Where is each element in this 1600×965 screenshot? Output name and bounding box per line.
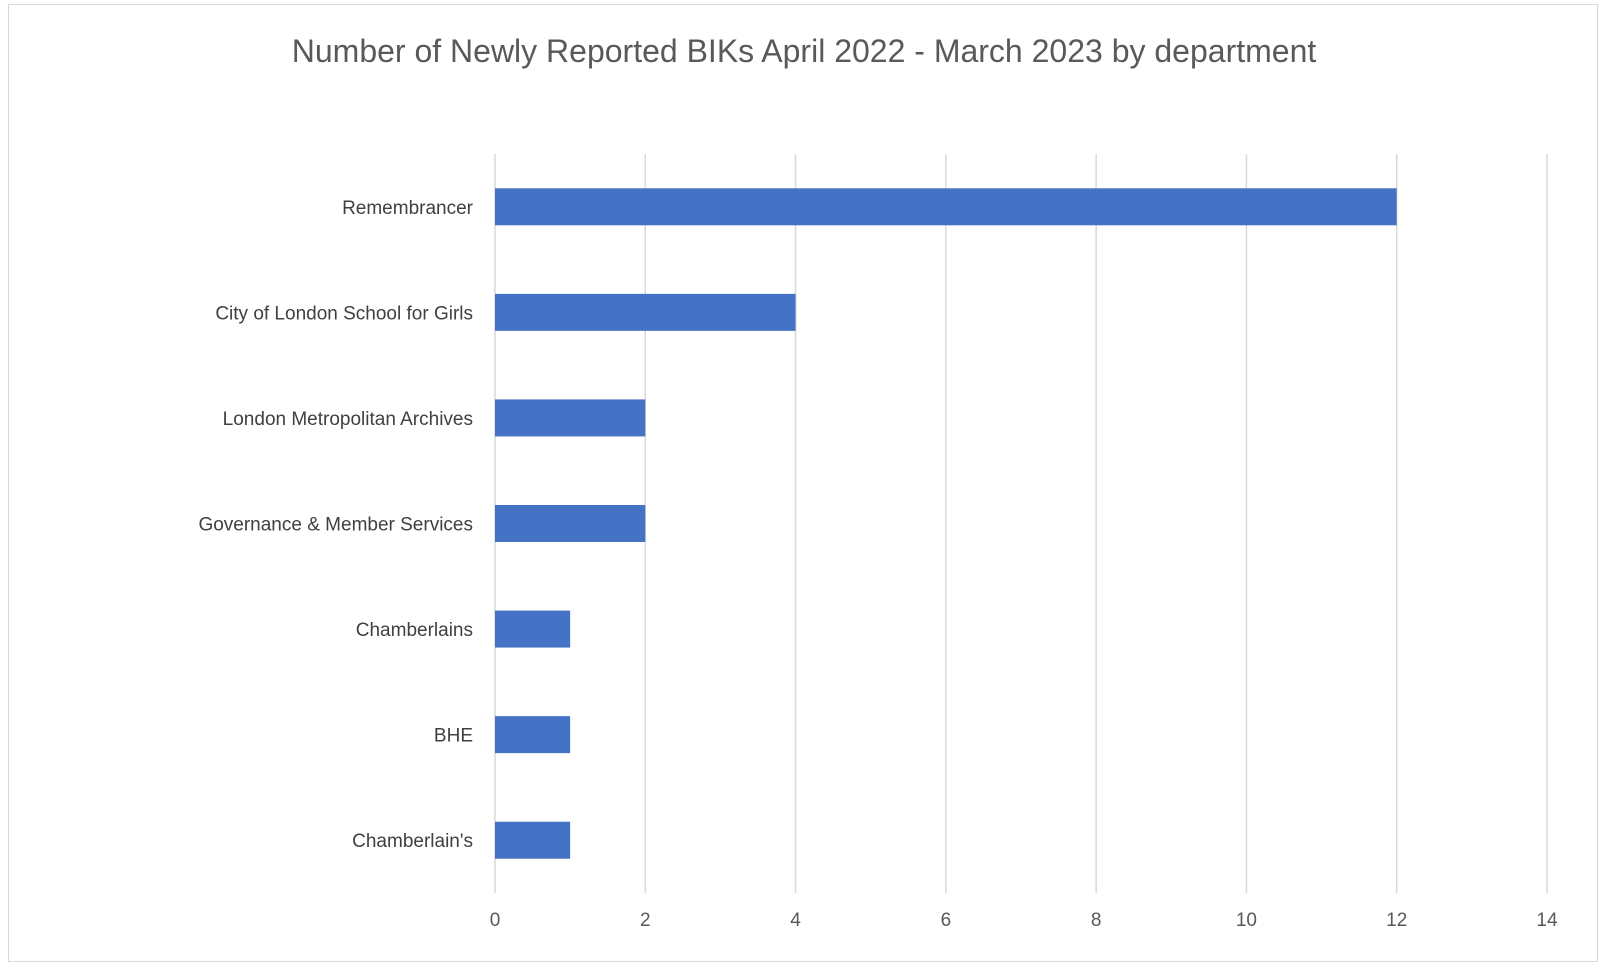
x-tick-label: 2	[640, 910, 651, 931]
category-label: Remembrancer	[342, 198, 474, 219]
x-tick-label: 8	[1091, 910, 1102, 931]
chart-frame: Number of Newly Reported BIKs April 2022…	[8, 4, 1598, 962]
category-label: Chamberlain's	[352, 831, 473, 852]
category-label: Governance & Member Services	[198, 515, 473, 536]
x-tick-label: 10	[1236, 910, 1257, 931]
x-tick-label: 12	[1386, 910, 1407, 931]
bar	[495, 399, 646, 437]
category-label: City of London School for Girls	[215, 303, 473, 324]
category-label: BHE	[434, 726, 473, 747]
x-tick-label: 0	[490, 910, 501, 931]
x-tick-label: 4	[790, 910, 801, 931]
chart-plot: 0 2 4 6 8 10 12 14 Remembrancer City of London Sc…	[198, 154, 1558, 931]
bar	[495, 293, 796, 331]
bar	[495, 821, 571, 859]
x-tick-label: 14	[1536, 910, 1558, 931]
category-label: Chamberlains	[356, 620, 473, 641]
x-tick-label: 6	[941, 910, 952, 931]
bar	[495, 505, 646, 542]
category-label: London Metropolitan Archives	[223, 409, 473, 430]
chart-title: Number of Newly Reported BIKs April 2022…	[291, 33, 1317, 69]
bar	[495, 188, 1397, 226]
bar	[495, 716, 571, 754]
bar	[495, 610, 571, 648]
